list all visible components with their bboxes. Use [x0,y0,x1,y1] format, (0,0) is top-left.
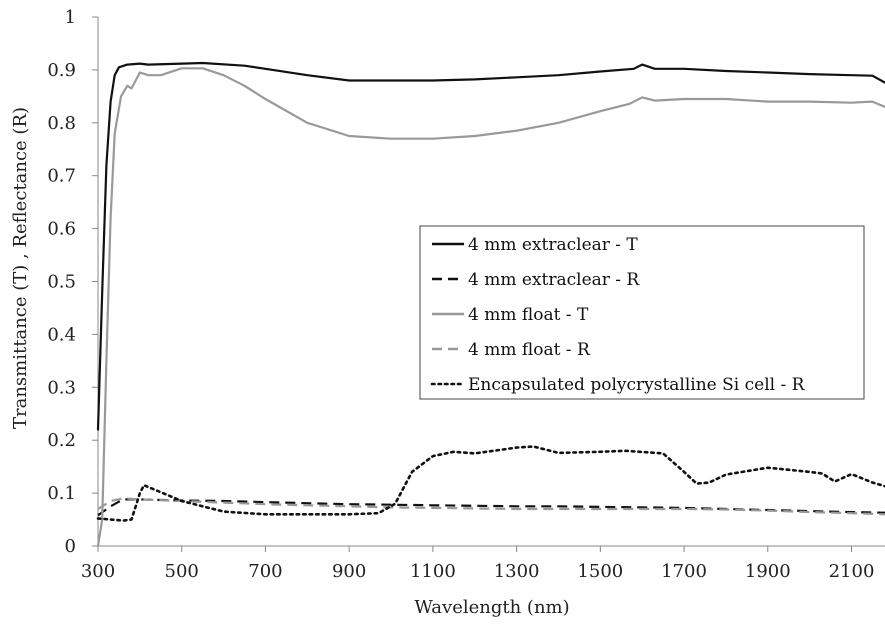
legend-box [419,225,865,400]
legend-label: 4 mm float - R [468,340,591,360]
legend-label: Encapsulated polycrystalline Si cell - R [468,375,806,395]
x-tick-label: 1300 [494,561,540,582]
series-line-3 [96,67,885,548]
x-tick-label: 700 [248,561,282,582]
y-axis-ticks: 0 0.1 0.2 0.3 0.4 0.5 0.6 0.7 0.8 0.9 1 [47,7,98,557]
legend-label: 4 mm float - T [468,305,589,325]
x-tick-label: 2100 [829,561,875,582]
x-tick-label: 900 [332,561,366,582]
x-tick-label: 500 [165,561,199,582]
legend-label: 4 mm extraclear - R [468,270,640,290]
series-line-1 [96,61,885,431]
x-tick-label: 1700 [661,561,707,582]
y-tick-label: 0.6 [47,219,76,240]
y-tick-label: 0.9 [47,60,76,81]
x-tick-label: 1500 [577,561,623,582]
y-tick-label: 1 [65,7,76,28]
y-tick-label: 0.1 [47,483,76,504]
series-layer [96,61,885,548]
y-tick-label: 0.4 [47,324,76,345]
x-tick-label: 300 [81,561,115,582]
legend-label: 4 mm extraclear - T [468,235,638,255]
series-line-4 [97,497,885,516]
series-line-5 [96,445,885,522]
x-tick-label: 1100 [410,561,456,582]
x-axis-title: Wavelength (nm) [414,597,569,618]
y-tick-label: 0.5 [47,272,76,293]
y-tick-label: 0.2 [47,430,76,451]
y-tick-label: 0.3 [47,377,76,398]
x-tick-label: 1900 [745,561,791,582]
y-tick-label: 0 [65,536,76,557]
x-axis-ticks: 300 500 700 900 1100 1300 1500 1700 1900 2100 [81,546,875,582]
y-axis-title: Transmittance (T) , Reflectance (R) [10,107,31,429]
y-tick-label: 0.8 [47,113,76,134]
y-tick-label: 0.7 [47,166,76,187]
legend: 4 mm extraclear - T 4 mm extraclear - R 4 … [419,225,865,400]
